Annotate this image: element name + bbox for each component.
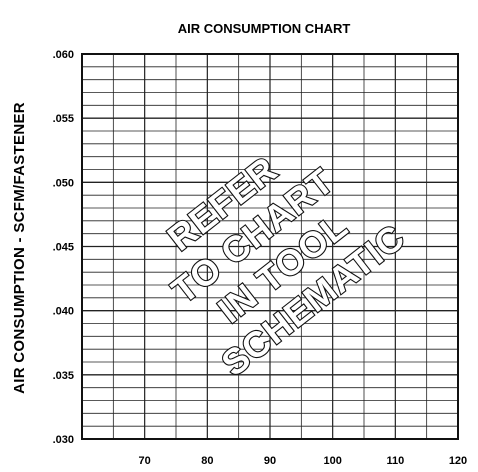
plot-area-frame (81, 53, 459, 440)
x-axis-ticks: 70 80 90 100 110 120 (139, 455, 468, 467)
y-tick-label: .030 (53, 434, 74, 446)
y-tick-label: .045 (53, 242, 74, 254)
x-tick-label: 70 (139, 455, 151, 467)
x-tick-label: 90 (264, 455, 276, 467)
grid (82, 54, 458, 439)
y-tick-label: .060 (53, 49, 74, 61)
x-tick-label: 120 (449, 455, 467, 467)
y-tick-label: .050 (53, 177, 74, 189)
x-tick-label: 80 (201, 455, 213, 467)
chart-title: AIR CONSUMPTION CHART (178, 21, 351, 36)
y-axis-label: AIR CONSUMPTION - SCFM/FASTENER (11, 102, 28, 394)
y-tick-label: .040 (53, 306, 74, 318)
x-tick-label: 100 (323, 455, 341, 467)
x-tick-label: 110 (386, 455, 404, 467)
y-tick-label: .035 (53, 370, 74, 382)
y-tick-label: .055 (53, 113, 74, 125)
y-axis-ticks: .030 .035 .040 .045 .050 .055 .060 (53, 49, 74, 446)
